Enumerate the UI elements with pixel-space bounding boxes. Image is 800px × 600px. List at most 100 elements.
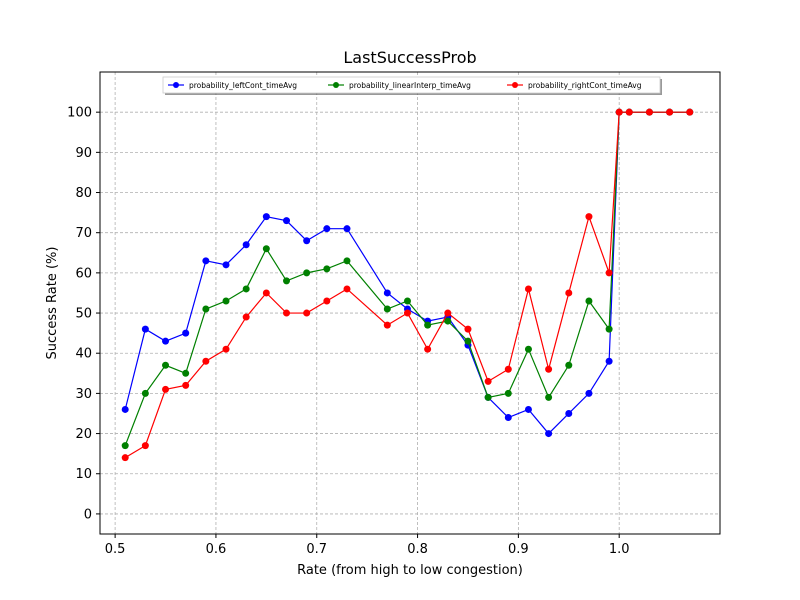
data-point xyxy=(424,321,432,329)
legend-marker xyxy=(173,82,179,88)
data-point xyxy=(565,361,573,369)
y-tick-label: 30 xyxy=(75,387,92,402)
data-point xyxy=(182,369,190,377)
axis-ticks: 0.5 0.6 0.7 0.8 0.9 1.0 0 10 20 30 40 50 60 70 80 90 100 xyxy=(67,106,629,557)
data-point xyxy=(283,309,291,317)
data-point xyxy=(222,297,230,305)
x-tick-label: 0.8 xyxy=(407,542,428,557)
data-point xyxy=(262,289,270,297)
data-point xyxy=(222,261,230,269)
legend-label: probability_rightCont_timeAvg xyxy=(528,81,642,90)
data-point xyxy=(242,313,250,321)
data-point xyxy=(565,409,573,417)
legend-label: probability_leftCont_timeAvg xyxy=(189,81,297,90)
data-point xyxy=(141,442,149,450)
data-point xyxy=(162,361,170,369)
data-point xyxy=(464,325,472,333)
x-tick-label: 0.9 xyxy=(508,542,529,557)
data-point xyxy=(303,237,311,245)
data-point xyxy=(403,297,411,305)
data-point xyxy=(202,305,210,313)
y-tick-label: 60 xyxy=(75,266,92,281)
data-point xyxy=(403,309,411,317)
data-point xyxy=(545,430,553,438)
x-tick-label: 0.6 xyxy=(206,542,227,557)
data-point xyxy=(444,309,452,317)
y-tick-label: 90 xyxy=(75,146,92,161)
data-point xyxy=(605,357,613,365)
legend: probability_leftCont_timeAvg probability_… xyxy=(162,76,662,95)
data-point xyxy=(504,389,512,397)
data-point xyxy=(323,225,331,233)
data-point xyxy=(444,317,452,325)
data-point xyxy=(666,108,674,116)
x-tick-label: 0.5 xyxy=(105,542,126,557)
data-point xyxy=(343,285,351,293)
y-axis-label: Success Rate (%) xyxy=(45,247,60,360)
data-point xyxy=(343,225,351,233)
data-point xyxy=(222,345,230,353)
y-tick-label: 100 xyxy=(67,106,92,121)
data-point xyxy=(262,213,270,221)
data-point xyxy=(605,269,613,277)
legend-label: probability_linearInterp_timeAvg xyxy=(349,81,471,90)
data-point xyxy=(504,413,512,421)
x-tick-label: 0.7 xyxy=(306,542,327,557)
data-point xyxy=(202,357,210,365)
data-point xyxy=(484,393,492,401)
data-point xyxy=(524,285,532,293)
legend-marker xyxy=(333,82,339,88)
data-point xyxy=(182,329,190,337)
data-point xyxy=(645,108,653,116)
data-point xyxy=(383,321,391,329)
data-point xyxy=(585,297,593,305)
plot-area-frame xyxy=(99,71,721,535)
chart-title: LastSuccessProb xyxy=(343,48,476,67)
series-group xyxy=(121,108,694,462)
data-point xyxy=(524,345,532,353)
data-point xyxy=(202,257,210,265)
data-point xyxy=(383,305,391,313)
data-point xyxy=(121,454,129,462)
data-point xyxy=(182,381,190,389)
data-point xyxy=(424,345,432,353)
x-axis-label: Rate (from high to low congestion) xyxy=(297,563,523,578)
y-tick-label: 70 xyxy=(75,226,92,241)
x-tick-label: 1.0 xyxy=(609,542,630,557)
y-tick-label: 0 xyxy=(84,507,92,522)
data-point xyxy=(283,217,291,225)
data-point xyxy=(585,389,593,397)
data-point xyxy=(262,245,270,253)
data-point xyxy=(484,377,492,385)
data-point xyxy=(524,405,532,413)
data-point xyxy=(121,442,129,450)
series-2 xyxy=(121,108,694,450)
data-point xyxy=(242,285,250,293)
data-point xyxy=(545,365,553,373)
data-point xyxy=(303,309,311,317)
data-point xyxy=(615,108,623,116)
legend-marker xyxy=(512,82,518,88)
data-point xyxy=(162,337,170,345)
data-point xyxy=(242,241,250,249)
data-point xyxy=(283,277,291,285)
data-point xyxy=(323,297,331,305)
data-point xyxy=(625,108,633,116)
series-3 xyxy=(121,108,694,462)
y-tick-label: 10 xyxy=(75,467,92,482)
y-tick-label: 80 xyxy=(75,186,92,201)
legend-box xyxy=(162,76,661,94)
data-point xyxy=(504,365,512,373)
data-point xyxy=(383,289,391,297)
data-point xyxy=(686,108,694,116)
data-point xyxy=(565,289,573,297)
y-tick-label: 40 xyxy=(75,347,92,362)
data-point xyxy=(323,265,331,273)
data-point xyxy=(585,213,593,221)
data-point xyxy=(303,269,311,277)
data-point xyxy=(464,337,472,345)
data-point xyxy=(141,389,149,397)
data-point xyxy=(121,405,129,413)
